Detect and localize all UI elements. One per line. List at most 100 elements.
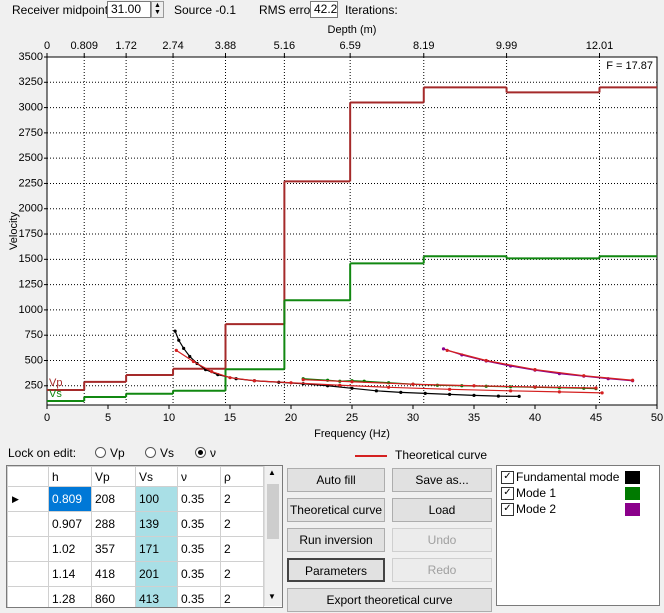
- data-point: [338, 383, 342, 387]
- data-point: [448, 387, 452, 391]
- y-tick-label: 1250: [19, 279, 43, 291]
- scrollbar[interactable]: ▲ ▼: [264, 466, 282, 606]
- y-tick-label: 3000: [19, 101, 43, 113]
- table-cell[interactable]: 1.28: [48, 586, 92, 607]
- y-axis-title: Velocity: [8, 212, 20, 250]
- lock-option[interactable]: ν: [195, 446, 216, 460]
- table-cell[interactable]: 418: [91, 561, 136, 587]
- table-cell[interactable]: 0.35: [177, 511, 221, 537]
- data-point: [252, 379, 256, 383]
- table-cell[interactable]: 0.907: [48, 511, 92, 537]
- table-cell[interactable]: 208: [91, 486, 136, 512]
- run-inversion-button[interactable]: Run inversion: [287, 528, 385, 552]
- undo-button[interactable]: Undo: [392, 528, 492, 552]
- data-point: [509, 389, 513, 393]
- column-header: Vp: [91, 466, 136, 487]
- table-cell[interactable]: 2: [220, 561, 264, 587]
- checkbox: ✓: [501, 487, 514, 500]
- series-label: Vs: [49, 388, 62, 400]
- table-cell[interactable]: 0.35: [177, 561, 221, 587]
- series-label: Vp: [49, 377, 62, 389]
- data-point: [289, 381, 293, 385]
- y-tick-label: 3500: [19, 51, 43, 63]
- table-cell[interactable]: 413: [135, 586, 178, 607]
- data-point: [411, 382, 415, 386]
- legend-label: Theoretical curve: [395, 448, 487, 462]
- mode-label: Mode 1: [516, 486, 557, 500]
- row-header: [7, 586, 49, 607]
- column-header: ρ: [220, 466, 264, 487]
- table-cell[interactable]: 0.809: [48, 486, 92, 512]
- data-point: [191, 359, 195, 364]
- table-cell[interactable]: 860: [91, 586, 136, 607]
- data-point: [210, 370, 214, 374]
- table-cell[interactable]: 1.02: [48, 536, 92, 562]
- y-tick-label: 2000: [19, 203, 43, 215]
- x2-tick-label: 5.16: [274, 40, 295, 52]
- table-cell[interactable]: 171: [135, 536, 178, 562]
- data-point: [533, 385, 537, 389]
- y-tick-label: 1000: [19, 304, 43, 316]
- mode-item[interactable]: ✓ Mode 2: [501, 502, 656, 517]
- x-tick-label: 0: [44, 412, 50, 424]
- rms-label: RMS error: [259, 3, 315, 17]
- data-point: [496, 394, 500, 398]
- rms-value: 42.2: [310, 1, 338, 18]
- checkbox: ✓: [501, 503, 514, 516]
- column-header: ν: [177, 466, 221, 487]
- table-row: 0.907 288 139 0.35 2: [7, 511, 264, 537]
- table-cell[interactable]: 0.35: [177, 536, 221, 562]
- auto-fill-button[interactable]: Auto fill: [287, 468, 385, 492]
- receiver-input[interactable]: 31.00: [107, 1, 151, 18]
- table-cell[interactable]: 139: [135, 511, 178, 537]
- table-cell[interactable]: 0.35: [177, 586, 221, 607]
- mode-item[interactable]: ✓ Fundamental mode: [501, 470, 656, 485]
- table-cell[interactable]: 288: [91, 511, 136, 537]
- x-tick-label: 45: [590, 412, 602, 424]
- table-cell[interactable]: 201: [135, 561, 178, 587]
- table-cell[interactable]: 1.14: [48, 561, 92, 587]
- x-tick-label: 25: [346, 412, 358, 424]
- table-row: ▶ 0.809 208 100 0.35 2: [7, 486, 264, 512]
- load-button[interactable]: Load: [392, 498, 492, 522]
- option-label: Vp: [110, 446, 125, 460]
- data-point: [228, 376, 232, 380]
- table-cell[interactable]: 2: [220, 486, 264, 512]
- data-point: [350, 386, 354, 390]
- lock-option[interactable]: Vp: [95, 446, 125, 460]
- mode-list: ✓ Fundamental mode ✓ Mode 1 ✓ Mode 2: [496, 465, 660, 606]
- spinner[interactable]: ▲ ▼: [151, 1, 164, 18]
- source-label: Source -0.1: [174, 3, 237, 17]
- table-row: 1.28 860 413 0.35 2: [7, 586, 264, 607]
- parameters-button[interactable]: Parameters: [287, 558, 385, 582]
- mode-item[interactable]: ✓ Mode 1: [501, 486, 656, 501]
- layer-table-frame: h Vp Vs ν ρ ▶ 0.809 208 100 0.35 2 0.907 288 139 0.35 2…: [6, 465, 283, 608]
- receiver-label: Receiver midpoint: [12, 3, 109, 17]
- column-header: h: [48, 466, 92, 487]
- y-tick-label: 2250: [19, 177, 43, 189]
- theoretical-curve-button[interactable]: Theoretical curve: [287, 498, 385, 522]
- y-tick-label: 2750: [19, 127, 43, 139]
- y-tick-label: 1500: [19, 253, 43, 265]
- table-cell[interactable]: 357: [91, 536, 136, 562]
- table-row: 1.14 418 201 0.35 2: [7, 561, 264, 587]
- redo-button[interactable]: Redo: [392, 558, 492, 582]
- table-cell[interactable]: 2: [220, 536, 264, 562]
- table-cell[interactable]: 100: [135, 486, 178, 512]
- table-cell[interactable]: 0.35: [177, 486, 221, 512]
- data-point: [472, 393, 476, 397]
- iterations-label: Iterations:: [345, 3, 398, 17]
- data-point: [174, 348, 178, 352]
- radio-dot: [198, 450, 203, 455]
- table-cell[interactable]: 2: [220, 586, 264, 607]
- data-point: [582, 374, 586, 378]
- lock-option[interactable]: Vs: [145, 446, 174, 460]
- x2-tick-label: 0.809: [70, 40, 98, 52]
- table-cell[interactable]: 2: [220, 511, 264, 537]
- export-button[interactable]: Export theoretical curve: [287, 588, 492, 612]
- data-point: [484, 358, 488, 363]
- data-point: [350, 380, 354, 384]
- x2-tick-label: 2.74: [162, 40, 183, 52]
- save-as-button[interactable]: Save as...: [392, 468, 492, 492]
